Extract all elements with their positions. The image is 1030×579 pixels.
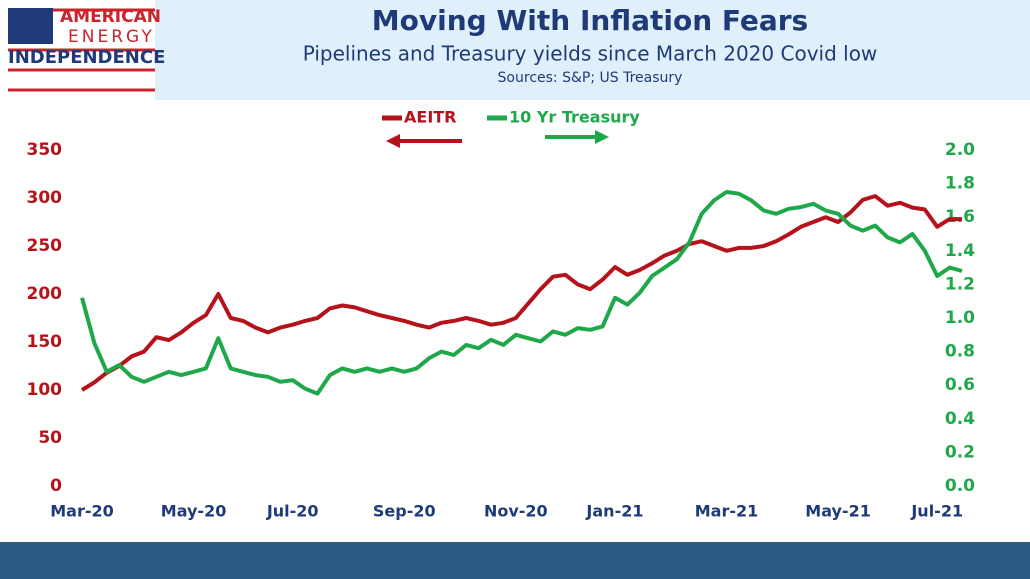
y-tick-label: 0.6: [945, 375, 975, 395]
x-tick-label: May-20: [161, 502, 227, 521]
legend-label: AEITR: [404, 108, 457, 127]
x-tick-label: Sep-20: [373, 502, 436, 521]
series-line: [80, 190, 963, 396]
legend: AEITR 10 Yr Treasury: [382, 108, 640, 148]
series-line: [80, 194, 962, 392]
footer-band: [0, 542, 1030, 579]
y-tick-label: 1.2: [945, 274, 975, 294]
y-tick-label: 1.8: [945, 174, 975, 194]
y-tick-label: 2.0: [945, 140, 975, 160]
logo-text: AMERICAN: [60, 7, 161, 27]
y-tick-label: 50: [38, 428, 62, 448]
y-tick-label: 100: [27, 380, 63, 400]
y-tick-label: 0.4: [945, 409, 975, 429]
chart-title: Moving With Inflation Fears: [372, 4, 808, 37]
source: Sources: S&P; US Treasury: [498, 70, 683, 86]
y-tick-label: 0.0: [945, 476, 975, 496]
y-tick-label: 0.2: [945, 442, 975, 462]
y-tick-label: 1.4: [945, 241, 975, 261]
y-tick-label: 0: [50, 476, 62, 496]
x-tick-label: Mar-20: [50, 502, 114, 521]
arrow-left-head: [386, 134, 400, 148]
y-tick-label: 250: [27, 236, 63, 256]
x-tick-label: Jan-21: [585, 502, 643, 521]
logo-text: INDEPENDENCE: [8, 47, 165, 68]
chart-subtitle: Pipelines and Treasury yields since Marc…: [303, 42, 878, 66]
legend-label: 10 Yr Treasury: [509, 108, 640, 127]
y-tick-label: 350: [27, 140, 63, 160]
y-tick-label: 200: [27, 284, 63, 304]
y-tick-label: 0.8: [945, 342, 975, 362]
arrow-right-head: [595, 130, 609, 144]
logo-text: ENERGY: [68, 27, 155, 47]
x-tick-label: Mar-21: [695, 502, 759, 521]
x-tick-label: May-21: [805, 502, 871, 521]
y-tick-label: 300: [27, 188, 63, 208]
x-tick-label: Nov-20: [484, 502, 548, 521]
x-tick-label: Jul-20: [266, 502, 319, 521]
y-tick-label: 150: [27, 332, 63, 352]
header-band: [155, 0, 1030, 100]
y-tick-label: 1.0: [945, 308, 975, 328]
flag: [8, 8, 155, 92]
x-tick-label: Jul-21: [910, 502, 963, 521]
